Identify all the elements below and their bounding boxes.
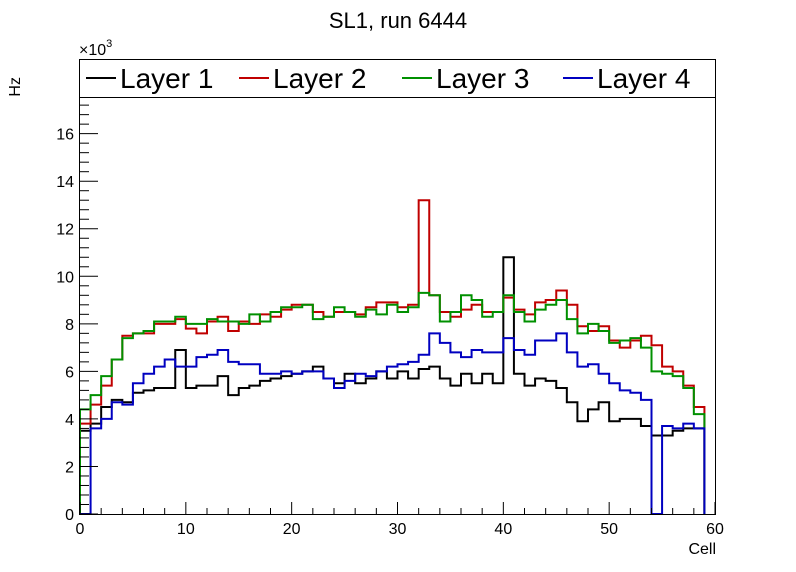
x-tick-label: 50 — [600, 521, 618, 538]
x-tick-label: 20 — [283, 521, 301, 538]
y-tick-label: 8 — [65, 317, 74, 334]
series-layer — [79, 199, 706, 515]
y-tick-label: 4 — [65, 412, 74, 429]
legend-label: Layer 1 — [120, 63, 213, 94]
axes-layer: 0 10 20 30 40 50 60 0 2 4 6 8 10 12 14 16 — [56, 104, 724, 538]
y-axis-label: Hz — [7, 77, 24, 97]
series-line-layer-2 — [79, 199, 706, 514]
x-tick-label: 40 — [494, 521, 512, 538]
chart-title: SL1, run 6444 — [329, 8, 467, 33]
y-tick-label: 10 — [56, 269, 74, 286]
legend-label: Layer 4 — [597, 63, 690, 94]
legend-box — [79, 59, 716, 98]
x-tick-label: 10 — [177, 521, 195, 538]
y-tick-label: 0 — [65, 507, 74, 524]
y-tick-label: 14 — [56, 174, 74, 191]
legend-label: Layer 2 — [273, 63, 366, 94]
y-tick-label: 2 — [65, 459, 74, 476]
x-tick-label: 0 — [76, 521, 85, 538]
x-tick-label: 60 — [706, 521, 724, 538]
legend-label: Layer 3 — [436, 63, 529, 94]
series-line-layer-3 — [79, 291, 706, 514]
y-tick-label: 16 — [56, 127, 74, 144]
y-tick-label: 6 — [65, 364, 74, 381]
series-line-layer-4 — [80, 332, 706, 515]
legend: Layer 1 Layer 2 Layer 3 Layer 4 — [86, 63, 690, 94]
y-tick-label: 12 — [56, 222, 74, 239]
series-line-layer-1 — [79, 256, 706, 514]
y-multiplier-label: ×103 — [79, 38, 112, 59]
x-tick-label: 30 — [389, 521, 407, 538]
x-axis-label: Cell — [688, 541, 716, 558]
y-multiplier-exponent: 3 — [106, 38, 112, 50]
